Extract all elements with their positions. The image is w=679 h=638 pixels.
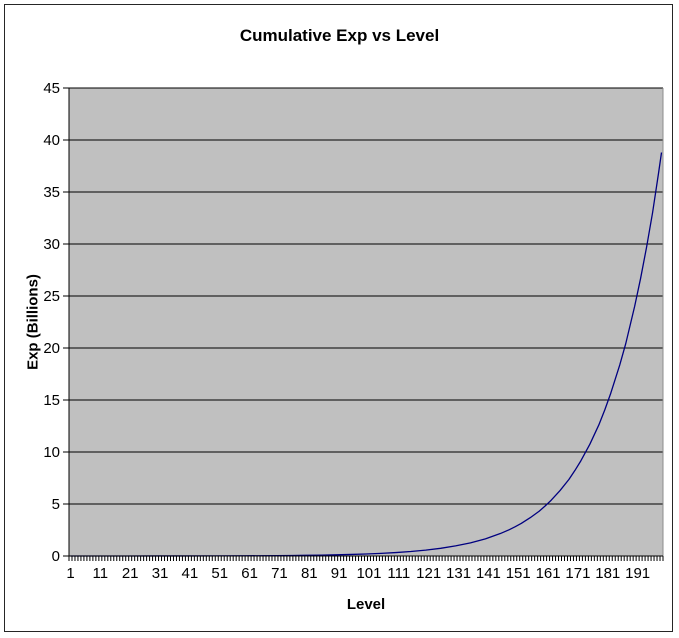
x-tick-label: 111 [387, 565, 410, 582]
x-tick-label: 191 [625, 565, 650, 582]
y-tick-label: 15 [43, 392, 60, 409]
x-tick-label: 121 [416, 565, 441, 582]
x-tick-label: 71 [271, 565, 288, 582]
x-tick-label: 31 [152, 565, 169, 582]
x-tick-label: 101 [356, 565, 381, 582]
chart-title: Cumulative Exp vs Level [239, 26, 440, 45]
y-tick-label: 20 [43, 340, 60, 357]
x-tick-label: 131 [446, 565, 471, 582]
y-tick-label: 0 [52, 548, 60, 565]
x-tick-label: 181 [595, 565, 620, 582]
x-tick-label: 41 [182, 565, 199, 582]
x-tick-label: 11 [93, 565, 109, 582]
x-tick-label: 171 [565, 565, 590, 582]
x-tick-label: 51 [211, 565, 228, 582]
y-tick-label: 10 [43, 444, 60, 461]
x-tick-label: 81 [301, 565, 318, 582]
x-tick-label: 91 [331, 565, 348, 582]
x-axis-title: Level [346, 596, 386, 613]
x-tick-label: 21 [122, 565, 139, 582]
plot-area [69, 88, 663, 556]
y-tick-label: 45 [43, 80, 60, 97]
y-tick-label: 40 [43, 132, 60, 149]
x-tick-label: 1 [66, 565, 74, 582]
y-tick-label: 5 [52, 496, 60, 513]
y-tick-label: 30 [43, 236, 60, 253]
x-tick-label: 161 [536, 565, 561, 582]
x-tick-label: 151 [506, 565, 531, 582]
y-axis-title: Exp (Billions) [24, 274, 42, 370]
x-tick-label: 61 [241, 565, 258, 582]
x-tick-label: 141 [476, 565, 501, 582]
y-tick-label: 35 [43, 184, 60, 201]
y-tick-label: 25 [43, 288, 60, 305]
